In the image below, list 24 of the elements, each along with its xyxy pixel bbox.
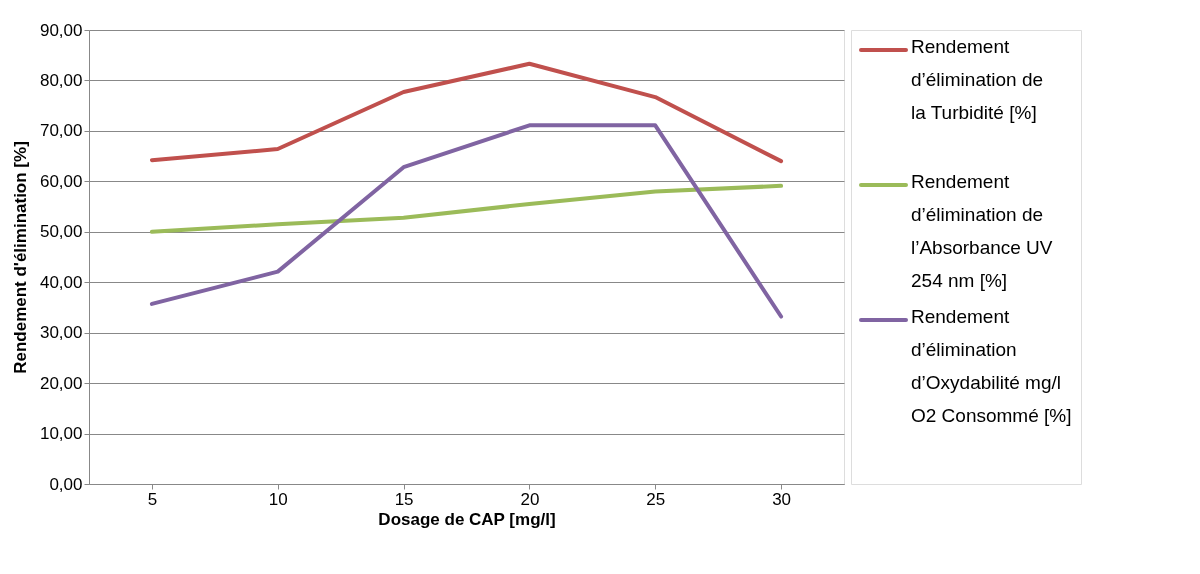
y-tick-label: 10,00 — [39, 424, 83, 444]
legend-label: Rendement d’élimination de l’Absorbance UV 254 nm [%] — [911, 171, 1053, 291]
y-tick-label: 70,00 — [39, 121, 83, 141]
x-axis-title: Dosage de CAP [mg/l] — [378, 509, 556, 529]
x-tick-label: 20 — [520, 489, 540, 509]
legend-label: Rendement d’élimination de la Turbidité [%] — [911, 36, 1044, 123]
y-axis-title: Rendement d'élimination [%] — [10, 141, 30, 374]
y-tick-label: 80,00 — [39, 70, 83, 90]
x-tick-label: 10 — [268, 489, 288, 509]
y-tick-label: 90,00 — [39, 20, 83, 40]
x-tick-label: 30 — [772, 489, 792, 509]
y-tick-label: 60,00 — [39, 171, 83, 191]
y-tick-label: 0,00 — [49, 474, 83, 494]
y-tick-label: 40,00 — [39, 272, 83, 292]
y-tick-label: 20,00 — [39, 373, 83, 393]
line-series — [149, 183, 784, 234]
line-series — [149, 123, 784, 319]
x-tick-label: 5 — [147, 489, 158, 509]
x-tick-label: 15 — [394, 489, 414, 509]
y-tick-label: 50,00 — [39, 222, 83, 242]
x-tick-label: 25 — [646, 489, 666, 509]
y-tick-label: 30,00 — [39, 323, 83, 343]
line-series — [149, 61, 784, 164]
legend-label: Rendement d’élimination d’Oxydabilité mg/l O2 Consommé [%] — [911, 306, 1072, 426]
